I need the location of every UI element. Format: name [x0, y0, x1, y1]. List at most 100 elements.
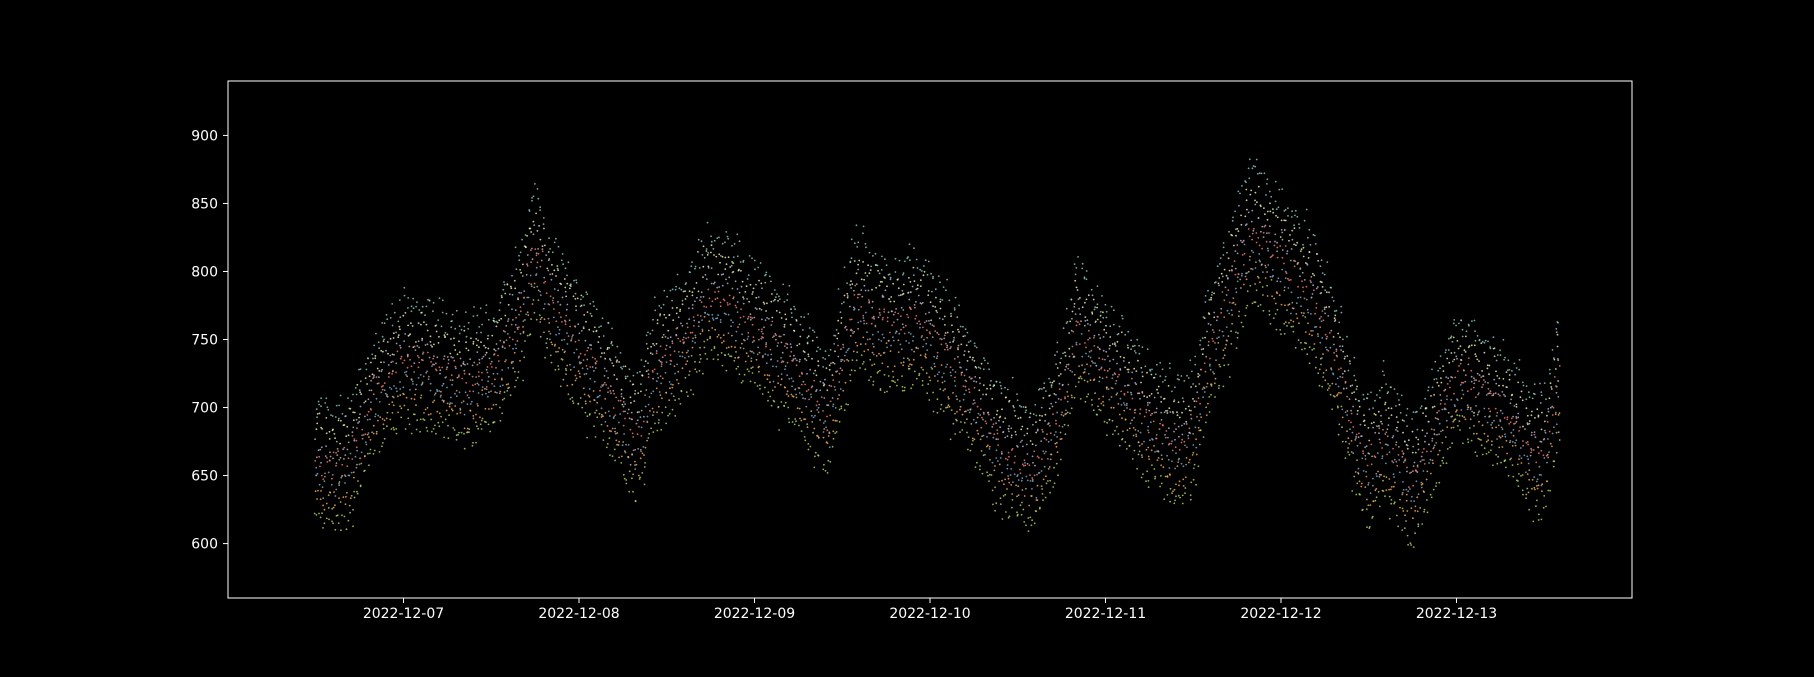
data-point — [358, 368, 360, 371]
data-point — [828, 432, 831, 434]
data-point — [692, 316, 695, 318]
data-point — [315, 466, 318, 469]
data-point — [748, 370, 750, 373]
data-point — [395, 362, 398, 365]
data-point — [1180, 375, 1183, 377]
data-point — [1185, 420, 1188, 423]
data-point — [359, 484, 362, 487]
data-point — [738, 240, 741, 243]
data-point — [1461, 335, 1464, 338]
data-point — [1092, 298, 1095, 301]
data-point — [902, 309, 905, 311]
data-point — [824, 469, 827, 472]
data-point — [1324, 312, 1326, 315]
data-point — [1384, 462, 1387, 465]
data-point — [1375, 496, 1378, 499]
data-point — [959, 431, 961, 433]
data-point — [1335, 350, 1338, 352]
data-point — [1328, 306, 1330, 308]
data-point — [1465, 330, 1468, 333]
data-point — [639, 370, 641, 373]
data-point — [616, 359, 618, 362]
data-point — [487, 347, 490, 350]
data-point — [1027, 530, 1030, 532]
data-point — [392, 404, 395, 407]
data-point — [1333, 317, 1336, 320]
data-point — [503, 341, 505, 344]
data-point — [809, 368, 812, 371]
data-point — [747, 274, 750, 276]
data-point — [1177, 425, 1180, 428]
data-point — [1058, 382, 1061, 385]
data-point — [910, 363, 913, 366]
data-point — [1053, 393, 1056, 395]
data-point — [787, 395, 790, 397]
data-point — [1182, 465, 1185, 468]
data-point — [1045, 482, 1048, 485]
data-point — [912, 340, 914, 342]
data-point — [931, 368, 934, 370]
data-point — [1226, 309, 1229, 312]
data-point — [813, 331, 816, 333]
data-point — [1299, 267, 1302, 269]
data-point — [1163, 397, 1166, 400]
data-point — [647, 362, 649, 364]
data-point — [685, 351, 688, 354]
data-point — [1137, 359, 1139, 362]
data-point — [1215, 348, 1218, 350]
data-point — [1392, 485, 1395, 488]
data-point — [503, 391, 506, 394]
data-point — [358, 463, 361, 466]
data-point — [946, 331, 949, 334]
data-point — [1358, 432, 1360, 435]
data-point — [420, 323, 422, 326]
data-point — [750, 360, 753, 362]
data-point — [608, 437, 611, 439]
data-point — [472, 342, 475, 345]
data-point — [1101, 295, 1103, 297]
data-point — [1034, 510, 1037, 512]
data-point — [949, 347, 952, 350]
data-point — [810, 396, 813, 398]
data-point — [836, 337, 839, 340]
data-point — [1284, 208, 1287, 211]
data-point — [457, 433, 459, 436]
data-point — [1317, 372, 1320, 375]
data-point — [942, 389, 945, 392]
data-point — [946, 406, 949, 409]
data-point — [739, 347, 742, 349]
data-point — [724, 354, 727, 357]
data-point — [421, 381, 424, 384]
data-point — [1178, 449, 1181, 451]
data-point — [1049, 479, 1052, 482]
data-point — [1222, 349, 1225, 352]
data-point — [517, 326, 520, 329]
data-point — [1155, 437, 1158, 440]
data-point — [1421, 429, 1424, 432]
data-point — [386, 411, 389, 414]
data-point — [872, 384, 874, 386]
data-point — [1047, 468, 1050, 470]
data-point — [962, 385, 965, 387]
data-point — [1256, 172, 1259, 175]
data-point — [1473, 411, 1476, 414]
data-point — [1058, 374, 1060, 377]
data-point — [623, 433, 625, 435]
data-point — [1454, 405, 1456, 408]
data-point — [378, 376, 380, 378]
data-point — [465, 382, 468, 384]
data-point — [1004, 417, 1007, 420]
data-point — [954, 296, 957, 299]
data-point — [1125, 404, 1128, 407]
data-point — [708, 320, 711, 323]
data-point — [1455, 324, 1457, 327]
data-point — [444, 336, 447, 338]
data-point — [669, 289, 672, 292]
data-point — [1388, 517, 1391, 520]
data-point — [392, 360, 394, 363]
data-point — [916, 322, 919, 325]
data-point — [1141, 346, 1144, 348]
data-point — [316, 422, 319, 425]
data-point — [1153, 396, 1156, 399]
data-point — [1350, 409, 1352, 412]
